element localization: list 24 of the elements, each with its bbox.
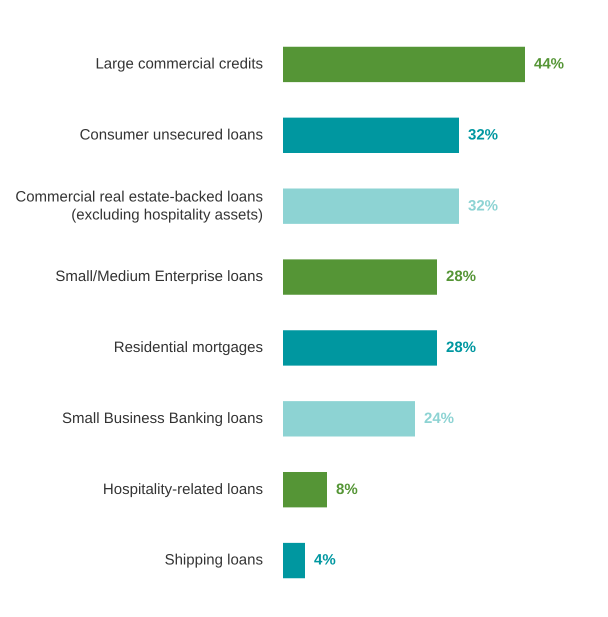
- y-tick-label: Hospitality-related loans: [102, 480, 263, 498]
- y-tick-label: Small Business Banking loans: [62, 410, 263, 427]
- y-tick-label: Large commercial credits: [95, 56, 263, 73]
- bar: [283, 401, 415, 437]
- y-tick-label: Residential mortgages: [114, 339, 263, 356]
- bar: [283, 472, 327, 508]
- bar: [283, 259, 437, 295]
- bar: [283, 118, 459, 154]
- bar: [283, 330, 437, 366]
- bar: [283, 542, 305, 578]
- data-label: 28%: [446, 339, 476, 356]
- y-tick-label: Small/Medium Enterprise loans: [55, 268, 263, 286]
- data-label: 8%: [336, 480, 358, 498]
- data-label: 44%: [534, 56, 564, 73]
- data-label: 24%: [424, 410, 454, 427]
- bar: [283, 46, 525, 82]
- data-label: 4%: [314, 552, 336, 569]
- data-label: 28%: [446, 268, 476, 286]
- y-tick-label: Consumer unsecured loans: [80, 126, 263, 144]
- bar: [283, 188, 459, 224]
- y-tick-label: Commercial real estate-backed loans (excluding hospitality assets): [15, 188, 263, 224]
- data-label: 32%: [468, 126, 498, 144]
- y-tick-label: Shipping loans: [164, 552, 263, 569]
- data-label: 32%: [468, 197, 498, 214]
